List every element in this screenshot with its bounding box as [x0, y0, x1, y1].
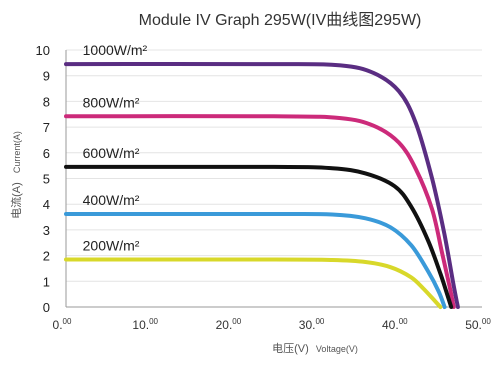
series-label-1000: 1000W/m²	[83, 42, 148, 58]
x-tick-label-0: 0.00	[53, 317, 72, 332]
x-tick-label-50: 50.00	[465, 317, 491, 332]
axes	[65, 50, 482, 308]
series-line-1000	[64, 62, 460, 309]
x-axis-label-en: Voltage(V)	[316, 344, 358, 354]
x-tick-label-40: 40.00	[382, 317, 408, 332]
y-tick-label-8: 8	[43, 94, 50, 109]
y-axis-label-en: Current(A)	[12, 131, 22, 173]
series-lines	[64, 62, 460, 309]
y-tick-label-1: 1	[43, 274, 50, 289]
grid-lines	[66, 49, 482, 282]
x-axis-label: 电压(V) Voltage(V)	[272, 342, 358, 355]
y-tick-label-4: 4	[43, 197, 50, 212]
y-tick-label-10: 10	[36, 43, 50, 58]
y-tick-label-7: 7	[43, 120, 50, 135]
series-label-600: 600W/m²	[83, 145, 140, 161]
series-labels: 1000W/m² 800W/m² 600W/m² 400W/m² 200W/m²	[83, 42, 148, 253]
series-line-200	[64, 257, 443, 309]
x-tick-labels: 0.00 10.00 20.00 30.00 40.00 50.00	[53, 317, 492, 332]
series-line-600	[64, 164, 454, 309]
series-label-800: 800W/m²	[83, 94, 140, 110]
chart-title: Module IV Graph 295W(IV曲线图295W)	[139, 11, 422, 29]
y-tick-label-3: 3	[43, 223, 50, 238]
y-tick-label-5: 5	[43, 172, 50, 187]
series-label-400: 400W/m²	[83, 192, 140, 208]
series-line-400	[64, 211, 447, 309]
y-tick-label-0: 0	[43, 300, 50, 315]
y-axis-label: 电流(A) Current(A)	[9, 131, 23, 219]
y-tick-label-9: 9	[43, 69, 50, 84]
y-axis-label-cn: 电流(A)	[9, 182, 23, 219]
y-tick-labels: 0 1 2 3 4 5 6 7 8 9 10	[36, 43, 50, 315]
x-tick-label-10: 10.00	[132, 317, 158, 332]
x-tick-label-20: 20.00	[216, 317, 242, 332]
x-axis-label-cn: 电压(V)	[272, 342, 309, 355]
series-label-200: 200W/m²	[83, 237, 140, 253]
x-tick-label-30: 30.00	[299, 317, 325, 332]
y-tick-label-2: 2	[43, 249, 50, 264]
series-line-800	[64, 114, 456, 309]
y-tick-label-6: 6	[43, 146, 50, 161]
